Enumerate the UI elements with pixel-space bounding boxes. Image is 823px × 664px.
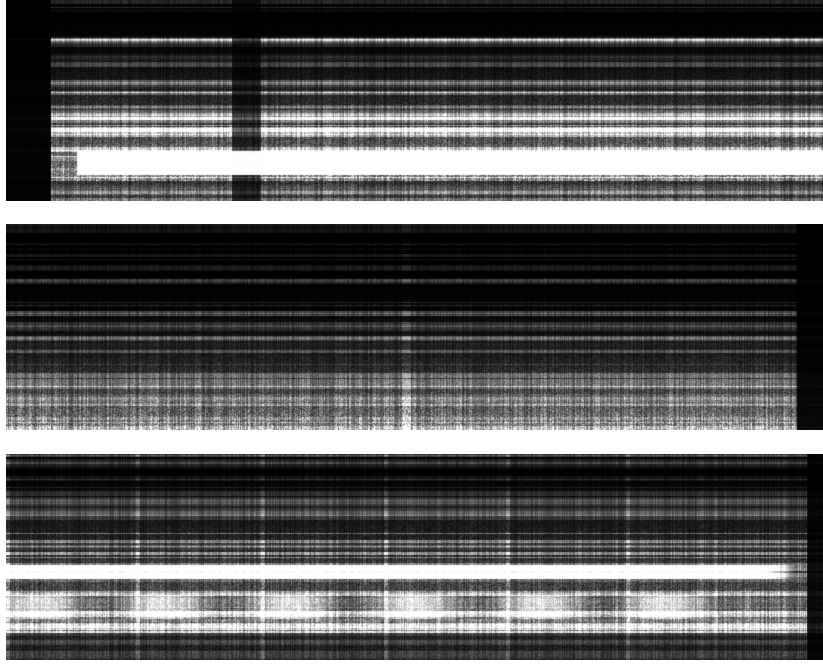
spectrogram-panel-2	[6, 224, 823, 430]
spectrogram-panel-3	[6, 454, 823, 660]
spectrogram-image-2	[6, 224, 823, 430]
spectrogram-panel-1	[6, 0, 823, 201]
spectrogram-image-3	[6, 454, 823, 660]
spectrogram-image-1	[6, 0, 823, 201]
